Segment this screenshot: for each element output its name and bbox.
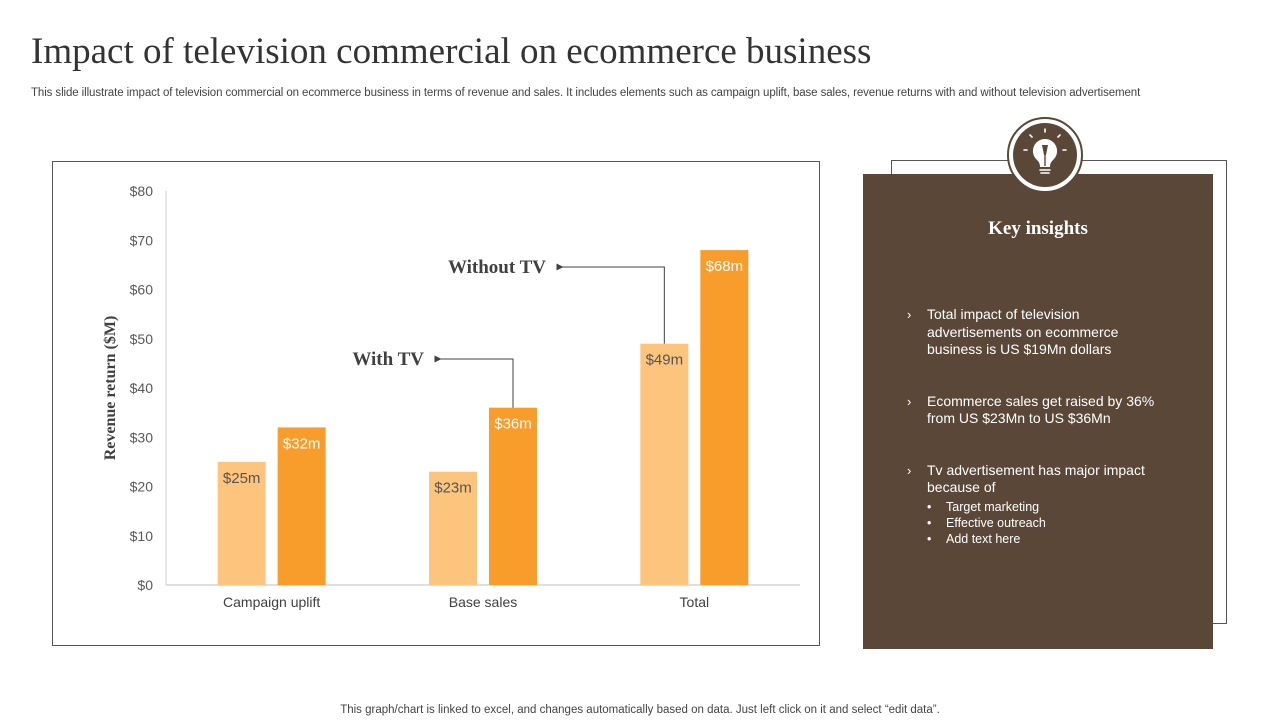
sub-item: Effective outreach bbox=[927, 515, 1177, 531]
annotation-label: Without TV bbox=[448, 257, 546, 278]
bar bbox=[429, 471, 477, 585]
x-tick-label: Base sales bbox=[449, 594, 517, 610]
y-tick-label: $80 bbox=[130, 183, 154, 199]
chart-footnote: This graph/chart is linked to excel, and… bbox=[340, 704, 940, 716]
insight-list: › Total impact of television advertiseme… bbox=[907, 306, 1177, 581]
page-subtitle: This slide illustrate impact of televisi… bbox=[31, 87, 1141, 99]
insight-item-2: › Ecommerce sales get raised by 36% from… bbox=[907, 393, 1177, 428]
y-tick-label: $30 bbox=[130, 429, 154, 445]
lightbulb-badge-inner bbox=[1013, 123, 1077, 187]
bar bbox=[489, 407, 537, 585]
lightbulb-icon bbox=[1023, 128, 1067, 174]
insight-sub-list: Target marketing Effective outreach Add … bbox=[927, 499, 1177, 547]
insight-text: Ecommerce sales get raised by 36% from U… bbox=[927, 392, 1155, 427]
chevron-right-icon: › bbox=[907, 393, 912, 409]
insight-item-1: › Total impact of television advertiseme… bbox=[907, 306, 1177, 359]
key-insights-title: Key insights bbox=[988, 218, 1088, 239]
data-label: $25m bbox=[223, 470, 261, 487]
annotation-label: With TV bbox=[352, 349, 424, 370]
sub-item: Add text here bbox=[927, 531, 1177, 547]
chevron-right-icon: › bbox=[907, 307, 912, 322]
bar bbox=[700, 250, 749, 585]
annotation-arrow bbox=[556, 263, 665, 344]
data-label: $49m bbox=[646, 352, 684, 369]
key-insights-panel: Key insights › Total impact of televisio… bbox=[863, 174, 1213, 649]
y-axis-title: Revenue return ($M) bbox=[102, 316, 119, 461]
insight-item-3: › Tv advertisement has major impact beca… bbox=[907, 462, 1177, 547]
y-tick-label: $10 bbox=[130, 528, 154, 544]
page-title: Impact of television commercial on ecomm… bbox=[31, 31, 872, 72]
y-tick-label: $40 bbox=[130, 380, 154, 396]
chart-frame bbox=[52, 161, 820, 646]
data-label: $32m bbox=[283, 435, 321, 452]
insight-text: Tv advertisement has major impact becaus… bbox=[927, 461, 1145, 496]
x-tick-label: Total bbox=[680, 594, 710, 610]
y-tick-label: $70 bbox=[130, 232, 154, 248]
y-tick-label: $20 bbox=[130, 479, 154, 495]
revenue-bar-chart: $0 $10 $20 $30 $40 $50 $60 $70 $80 Revenue return… bbox=[102, 183, 800, 610]
chevron-right-icon: › bbox=[907, 462, 912, 478]
data-label: $36m bbox=[494, 416, 532, 433]
y-tick-label: $60 bbox=[130, 282, 154, 298]
y-tick-label: $50 bbox=[130, 331, 154, 347]
bar bbox=[277, 427, 326, 585]
x-tick-label: Campaign uplift bbox=[223, 594, 320, 610]
lightbulb-badge bbox=[1007, 117, 1083, 193]
bar bbox=[640, 343, 689, 585]
sub-item: Target marketing bbox=[927, 499, 1177, 515]
annotation-arrow bbox=[434, 355, 514, 408]
bar bbox=[217, 461, 266, 585]
data-label: $68m bbox=[706, 258, 744, 275]
data-label: $23m bbox=[434, 480, 472, 497]
y-tick-label: $0 bbox=[137, 577, 153, 593]
insight-text: Total impact of television advertisement… bbox=[927, 306, 1119, 357]
